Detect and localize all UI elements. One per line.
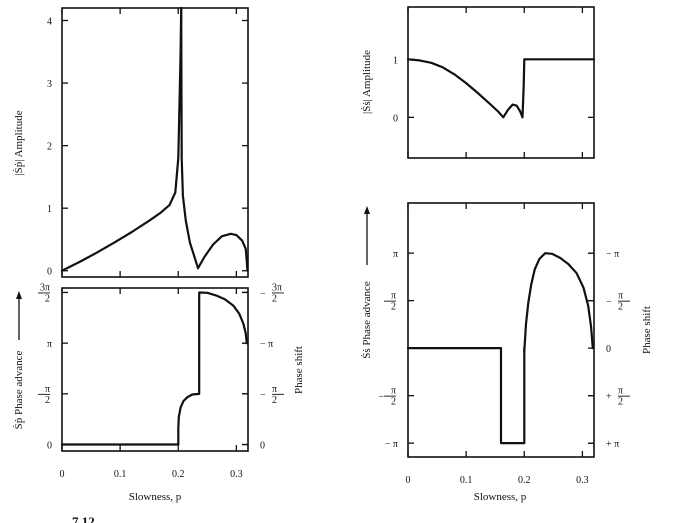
x-axis-label: Slowness, p (129, 491, 182, 503)
tick-label: 3π2 (38, 282, 50, 304)
tick-label: − π (385, 439, 398, 450)
tick-label: − π (606, 249, 619, 260)
tick-label: 0 (393, 113, 398, 124)
tick-label-numerator: π (618, 291, 623, 302)
tick-label: + π2 (606, 386, 630, 408)
panel-sp-amplitude: 0 1 2 3 4 |Ṡṗ| Amplitude (13, 6, 249, 278)
x-tick-label: 0.1 (460, 475, 473, 486)
tick-label-denominator: 2 (272, 293, 277, 304)
series-line-segment-0 (60, 291, 248, 446)
series-line-segment-0 (406, 58, 596, 119)
tick-label: −π2 (606, 291, 630, 313)
y-axis-label-right: Phase shift (641, 306, 653, 354)
tick-label-sign: − (606, 297, 612, 308)
tick-label-sign: + (606, 392, 612, 403)
series-line-segment-1 (180, 6, 249, 272)
figure-caption: 7.12 (72, 514, 95, 523)
y-axis-label: Ṡṗ Phase advance (13, 350, 25, 429)
tick-label-numerator: π (618, 386, 623, 397)
tick-label-sign: − (260, 390, 266, 401)
x-tick-label: 0.3 (576, 475, 589, 486)
x-tick-label: 0 (406, 475, 411, 486)
tick-label-denominator: 2 (45, 395, 50, 406)
tick-label: π2 (384, 291, 396, 313)
tick-label: + π (606, 439, 619, 450)
tick-label-numerator: 3π (272, 282, 282, 293)
series-curve (60, 6, 249, 272)
series-curve (406, 58, 596, 119)
tick-label-numerator: π (272, 384, 277, 395)
y-axis-label: |Ṡṗ| Amplitude (13, 110, 25, 175)
tick-label: π (47, 339, 52, 350)
x-tick-label: 0.1 (114, 469, 127, 480)
series-curve (60, 291, 248, 446)
plot-frame (407, 202, 595, 458)
plot-frame (407, 6, 595, 159)
tick-label: 0 (260, 441, 265, 452)
arrow-icon (16, 291, 22, 340)
tick-label-denominator: 2 (272, 395, 277, 406)
tick-label: 0 (47, 441, 52, 452)
tick-label-denominator: 2 (45, 293, 50, 304)
tick-label: − π (260, 339, 273, 350)
tick-label-denominator: 2 (618, 302, 623, 313)
x-tick-label: 0 (60, 469, 65, 480)
tick-label: −π2 (260, 384, 284, 406)
tick-group: 01 (393, 7, 594, 158)
x-tick-label: 0.2 (172, 469, 185, 480)
tick-label: 1 (393, 55, 398, 66)
tick-label-sign: − (378, 392, 384, 403)
plot-frame (61, 7, 249, 278)
series-line-segment-0 (60, 6, 183, 272)
tick-label: 1 (47, 204, 52, 215)
tick-label: 2 (47, 142, 52, 153)
tick-label-denominator: 2 (618, 397, 623, 408)
tick-label-numerator: π (45, 384, 50, 395)
tick-group: 0 1 2 3 4 (47, 8, 248, 278)
x-tick-label: 0.2 (518, 475, 531, 486)
tick-label: 0 (606, 344, 611, 355)
tick-label: 4 (47, 17, 52, 28)
tick-label: 3 (47, 79, 52, 90)
tick-label-denominator: 2 (391, 302, 396, 313)
plot-frame (61, 287, 249, 452)
tick-label-numerator: 3π (40, 282, 50, 293)
y-axis-label: Ṡṡ Phase advance (361, 281, 373, 359)
arrow-icon (364, 206, 370, 265)
tick-label-numerator: π (391, 291, 396, 302)
series-line-segment-1 (523, 252, 594, 353)
tick-label: π (393, 249, 398, 260)
series-line-segment-0 (406, 347, 526, 445)
x-axis-label: Slowness, p (474, 491, 527, 503)
tick-label: 0 (47, 267, 52, 278)
tick-label-numerator: π (391, 386, 396, 397)
tick-label: −π2 (378, 386, 396, 408)
tick-label: −3π2 (260, 282, 284, 304)
series-curve (406, 252, 594, 445)
y-axis-label: |Ṡṡ| Amplitude (361, 50, 373, 114)
tick-label-denominator: 2 (391, 397, 396, 408)
x-tick-label: 0.3 (230, 469, 243, 480)
y-axis-label-group: Ṡṗ Phase advance (13, 350, 25, 429)
y-axis-label-right: Phase shift (293, 346, 305, 394)
tick-label-sign: − (260, 288, 266, 299)
panel-ss-amplitude: 01 |Ṡṡ| Amplitude (361, 6, 596, 159)
tick-label: π2 (38, 384, 50, 406)
